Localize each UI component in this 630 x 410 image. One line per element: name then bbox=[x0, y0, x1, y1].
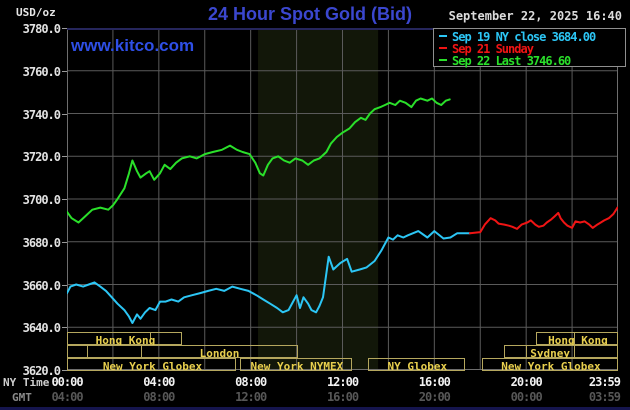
session-box: Hong Kong bbox=[67, 332, 182, 347]
chart-canvas bbox=[66, 28, 619, 370]
session-box-divider bbox=[526, 346, 527, 357]
y-axis-tick-label: 3620.0 bbox=[22, 364, 61, 378]
y-axis-tick-label: 3680.0 bbox=[22, 235, 61, 250]
y-axis-tick-mark bbox=[62, 70, 67, 72]
x-axis-ny-tick-label: 00:00 bbox=[51, 375, 83, 389]
session-box: Sydney bbox=[503, 345, 618, 360]
x-axis-gmt-tick-label: 08:00 bbox=[143, 390, 175, 404]
session-box-divider bbox=[149, 333, 151, 344]
x-axis-gmt-tick-label: 12:00 bbox=[235, 390, 267, 404]
y-axis-tick-mark bbox=[62, 327, 67, 329]
bottom-border-strip bbox=[0, 407, 630, 410]
session-box-label: Hong Kong bbox=[548, 334, 608, 347]
legend-entry-label: Sep 22 Last 3746.60 bbox=[452, 54, 571, 68]
datetime-label: September 22, 2025 16:40 bbox=[448, 9, 622, 23]
legend-entry: Sep 19 NY close 3684.00 bbox=[437, 30, 625, 44]
y-axis-tick-label: 3740.0 bbox=[22, 107, 61, 122]
x-axis-ny-tick-label: 08:00 bbox=[235, 375, 267, 389]
y-axis-tick-label: 3660.0 bbox=[22, 278, 61, 293]
legend-entry: Sep 21 Sunday bbox=[437, 42, 625, 56]
session-box: New York Globex bbox=[67, 358, 236, 373]
session-box-divider bbox=[573, 346, 575, 357]
x-axis-gmt-tick-label: 00:00 bbox=[510, 390, 543, 404]
session-box-divider bbox=[87, 346, 89, 357]
x-axis-gmt-tick-label: 04:00 bbox=[51, 390, 83, 404]
y-axis-tick-mark bbox=[62, 370, 67, 371]
page-title: 24 Hour Spot Gold (Bid) bbox=[208, 4, 412, 24]
session-box-label: New York NYMEX bbox=[250, 360, 344, 373]
legend-entry-label: Sep 21 Sunday bbox=[452, 42, 534, 56]
x-axis-gmt-tick-label: 16:00 bbox=[326, 390, 359, 404]
y-axis-tick-mark bbox=[62, 199, 67, 200]
x-axis-ny-tick-label: 16:00 bbox=[418, 375, 451, 389]
session-box: New York Globex bbox=[481, 358, 618, 373]
y-axis-tick-label: 3720.0 bbox=[22, 150, 61, 165]
session-box-label: Hong Kong bbox=[95, 334, 156, 347]
legend-dash-icon bbox=[439, 34, 447, 37]
x-axis-ny-tick-label: 20:00 bbox=[510, 375, 543, 389]
legend-box: Sep 19 NY close 3684.00 Sep 21 Sunday Sep … bbox=[433, 28, 626, 67]
session-box: Hong Kong bbox=[535, 332, 618, 347]
y-axis-tick-mark bbox=[62, 241, 67, 243]
x-axis-ny-tick-label: 04:00 bbox=[143, 375, 175, 389]
y-axis-tick-label: 3700.0 bbox=[22, 193, 61, 207]
y-axis-tick-label: 3760.0 bbox=[22, 64, 61, 79]
legend-dash-icon bbox=[439, 58, 447, 61]
legend-dash-icon bbox=[439, 46, 447, 49]
session-box-divider bbox=[573, 333, 575, 344]
legend-entry-label: Sep 19 NY close 3684.00 bbox=[452, 30, 596, 44]
price-line-series-2 bbox=[66, 97, 451, 224]
x-axis-ny-tick-label: 12:00 bbox=[326, 375, 359, 389]
price-line-series-0 bbox=[66, 230, 471, 324]
y-axis-tick-label: 3780.0 bbox=[22, 22, 61, 36]
price-line-series-1 bbox=[468, 206, 619, 235]
y-axis-tick-mark bbox=[62, 113, 67, 115]
x-axis-gmt-tick-label: 03:59 bbox=[588, 390, 621, 404]
kitco-website-link[interactable]: www.kitco.com bbox=[71, 36, 195, 55]
legend-entry: Sep 22 Last 3746.60 bbox=[437, 54, 625, 68]
gmt-axis-caption: GMT bbox=[12, 391, 32, 404]
y-axis-tick-mark bbox=[62, 28, 67, 29]
session-box-label: Sydney bbox=[530, 347, 570, 360]
y-axis-tick-label: 3640.0 bbox=[22, 321, 61, 336]
ny-time-axis-caption: NY Time bbox=[3, 376, 50, 389]
session-box-label: New York Globex bbox=[501, 360, 601, 373]
y-axis-unit-label: USD/oz bbox=[16, 6, 56, 19]
session-box-label: NY Globex bbox=[387, 360, 448, 373]
y-axis-tick-mark bbox=[62, 156, 67, 158]
session-box: New York NYMEX bbox=[239, 358, 352, 373]
session-box-divider bbox=[141, 346, 142, 357]
session-box-label: London bbox=[199, 347, 240, 360]
y-axis-tick-mark bbox=[62, 284, 67, 286]
session-box: London bbox=[67, 345, 298, 360]
x-axis-gmt-tick-label: 20:00 bbox=[418, 390, 451, 404]
session-box: NY Globex bbox=[367, 358, 465, 373]
session-box-label: New York Globex bbox=[102, 360, 203, 373]
x-axis-ny-tick-label: 23:59 bbox=[588, 375, 621, 389]
plot-area: www.kitco.com bbox=[66, 28, 619, 370]
